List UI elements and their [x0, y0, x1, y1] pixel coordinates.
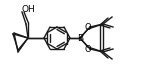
- Text: B: B: [77, 34, 83, 43]
- Text: O: O: [85, 23, 91, 32]
- Text: OH: OH: [21, 4, 35, 13]
- Text: O: O: [85, 45, 91, 54]
